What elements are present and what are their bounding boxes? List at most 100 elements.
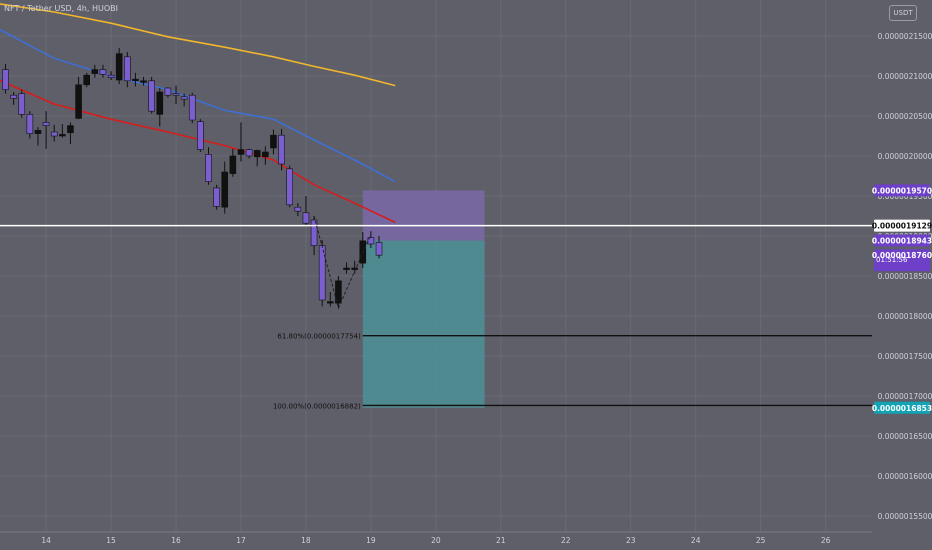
candle-body (237, 149, 245, 155)
candle-body (375, 242, 383, 256)
candle-body (91, 69, 99, 74)
y-tick-label: 0.0000015500 (878, 512, 932, 521)
candle-body (253, 150, 261, 158)
candle-body (205, 154, 212, 182)
price-tag: 0.0000016853 (872, 401, 932, 414)
candle (10, 92, 17, 105)
candle (148, 76, 155, 114)
stop-zone (362, 190, 485, 241)
candle (302, 196, 310, 227)
x-tick-label: 26 (821, 536, 831, 545)
candle-body (148, 80, 155, 112)
fib-level-label: 100.00%(0.0000016882) (273, 402, 361, 410)
candle-body (286, 168, 294, 206)
candle (310, 216, 318, 256)
candle-body (115, 53, 123, 81)
candle-body (335, 280, 342, 304)
y-tick-label: 0.0000018000 (878, 312, 932, 321)
candle-body (34, 130, 42, 134)
target-zone (362, 240, 485, 408)
candle-body (140, 80, 147, 83)
moving-average-line (0, 3, 396, 87)
position-zones (362, 190, 485, 408)
candle (67, 122, 74, 144)
candle (188, 92, 196, 124)
candle-body (343, 267, 350, 270)
candle (42, 111, 50, 149)
candle (18, 89, 26, 118)
price-tag-box (874, 184, 930, 197)
candle (140, 76, 147, 86)
candle (75, 76, 82, 120)
candle (172, 85, 180, 104)
candle (50, 124, 58, 142)
candle (237, 122, 245, 162)
candle (294, 203, 302, 216)
candle (229, 148, 237, 177)
axes: 0.0000021500 0.0000021000 0.0000020500 0.00… (0, 32, 932, 545)
candle-body (262, 151, 269, 158)
y-tick-label: 0.0000020500 (878, 112, 932, 121)
candle-body (156, 91, 164, 115)
candle (343, 262, 350, 274)
candle-body (164, 87, 172, 96)
candle (221, 161, 229, 214)
candle-body (75, 84, 82, 119)
currency-button[interactable]: USDT (889, 5, 917, 21)
candle (107, 71, 115, 80)
candle (59, 124, 66, 138)
price-tag-label: 0.0000019129 (872, 222, 932, 231)
price-tag: 0.0000019570 (872, 184, 932, 197)
y-tick-label: 0.0000021000 (878, 72, 932, 81)
grid-lines (0, 0, 872, 532)
candle-body (124, 56, 131, 82)
price-tag: 0.0000018943 (872, 234, 932, 247)
candle-body (245, 149, 253, 157)
candle-body (188, 94, 196, 121)
candle-body (367, 237, 375, 245)
candle-body (99, 69, 107, 75)
candle (205, 147, 212, 185)
x-tick-label: 14 (41, 536, 51, 545)
chart-title: NFT / Tether USD, 4h, HUOBI (4, 4, 118, 13)
candle-body (26, 114, 34, 134)
candle-body (270, 134, 277, 149)
x-tick-label: 25 (756, 536, 766, 545)
candle-body (229, 155, 237, 174)
bar-countdown: 01:51:56 (876, 256, 908, 264)
candle-body (67, 125, 74, 134)
candle (270, 129, 277, 155)
candle-body (59, 134, 66, 137)
x-tick-label: 18 (301, 536, 311, 545)
x-tick-label: 20 (431, 536, 441, 545)
x-tick-label: 23 (626, 536, 636, 545)
drawing-overlays: 61.80%(0.0000017754) 100.00%(0.0000016882… (0, 215, 872, 410)
y-tick-label: 0.0000016500 (878, 432, 932, 441)
x-tick-label: 17 (236, 536, 246, 545)
moving-average-line (0, 79, 396, 224)
moving-averages (0, 3, 396, 224)
candle (278, 128, 285, 171)
candle (34, 127, 42, 146)
candle (164, 87, 172, 98)
candle-body (197, 121, 204, 150)
candle (132, 72, 139, 87)
candle (115, 48, 123, 84)
candle-body (294, 206, 302, 212)
candle (335, 276, 342, 308)
x-tick-label: 21 (496, 536, 506, 545)
price-tag-label: 0.0000018943 (872, 237, 932, 246)
candle (91, 64, 99, 78)
candle (245, 148, 253, 159)
candles (2, 48, 383, 308)
y-tick-label: 0.0000017000 (878, 392, 932, 401)
candle-body (278, 134, 285, 165)
candle-body (50, 131, 58, 137)
candle (124, 52, 131, 88)
candle (83, 72, 90, 88)
x-tick-label: 16 (171, 536, 181, 545)
candle (213, 184, 220, 210)
x-tick-label: 15 (106, 536, 116, 545)
y-tick-label: 0.0000018500 (878, 272, 932, 281)
